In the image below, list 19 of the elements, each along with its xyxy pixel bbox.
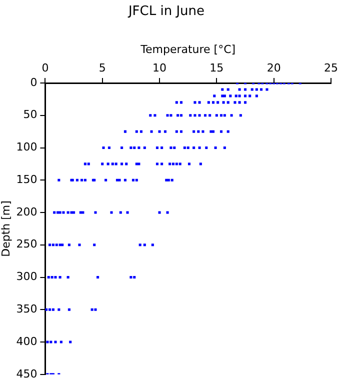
y-tick-label: 100 <box>16 140 38 154</box>
x-tick-label: 20 <box>266 61 281 74</box>
x-tick-label: 25 <box>324 61 338 74</box>
y-tick-label: 150 <box>16 172 38 186</box>
y-tick-label: 400 <box>16 334 38 348</box>
y-tick-label: 250 <box>16 238 38 251</box>
x-tick-label: 10 <box>152 61 167 74</box>
y-tick-label: 450 <box>16 367 38 380</box>
y-tick-label: 350 <box>16 302 38 316</box>
chart-title: JFCL in June <box>127 4 205 20</box>
x-tick-label: 15 <box>210 61 224 74</box>
x-tick-label: 0 <box>42 61 49 74</box>
y-tick-label: 300 <box>16 270 38 284</box>
x-tick-label: 5 <box>98 61 106 74</box>
y-tick-label: 200 <box>16 205 38 218</box>
y-axis-title: Depth [m] <box>0 200 12 257</box>
y-tick-label: 50 <box>23 108 38 122</box>
x-axis-title: Temperature [°C] <box>140 43 236 56</box>
y-tick-label: 0 <box>30 76 38 89</box>
